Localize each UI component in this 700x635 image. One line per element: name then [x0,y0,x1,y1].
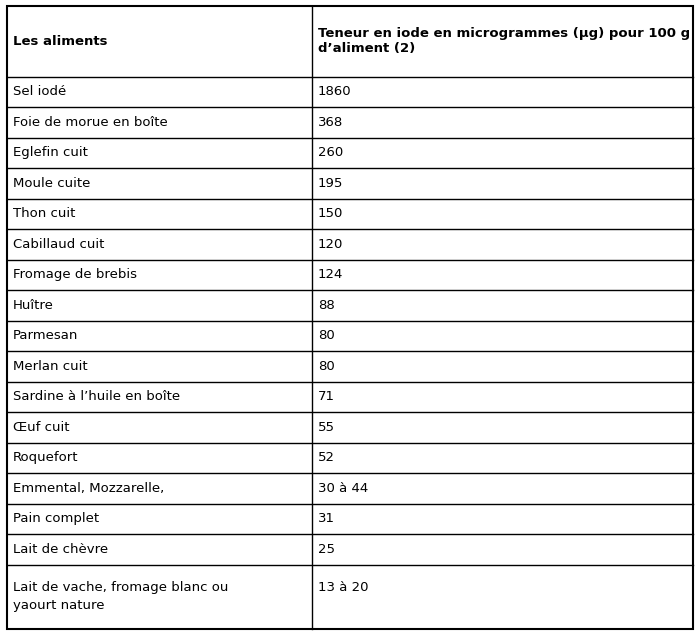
Text: 260: 260 [318,146,343,159]
Text: 25: 25 [318,543,335,556]
Text: 31: 31 [318,512,335,525]
Text: Œuf cuit: Œuf cuit [13,421,69,434]
Text: Sel iodé: Sel iodé [13,85,66,98]
Text: Les aliments: Les aliments [13,35,107,48]
Text: Teneur en iode en microgrammes (µg) pour 100 g
d’aliment (2): Teneur en iode en microgrammes (µg) pour… [318,27,690,55]
Text: 195: 195 [318,177,343,190]
Text: 13 à 20: 13 à 20 [318,581,368,594]
Text: 124: 124 [318,269,343,281]
Text: Eglefin cuit: Eglefin cuit [13,146,87,159]
Text: 368: 368 [318,116,343,129]
Text: Huître: Huître [13,299,53,312]
Text: 150: 150 [318,207,343,220]
Text: Lait de vache, fromage blanc ou: Lait de vache, fromage blanc ou [13,581,228,594]
Text: Merlan cuit: Merlan cuit [13,360,87,373]
Text: Moule cuite: Moule cuite [13,177,90,190]
Text: 71: 71 [318,391,335,403]
Text: Parmesan: Parmesan [13,330,78,342]
Text: Fromage de brebis: Fromage de brebis [13,269,137,281]
Text: 120: 120 [318,237,343,251]
Text: Pain complet: Pain complet [13,512,99,525]
Text: Roquefort: Roquefort [13,451,78,464]
Text: 80: 80 [318,330,335,342]
Text: Thon cuit: Thon cuit [13,207,75,220]
Text: 52: 52 [318,451,335,464]
Text: Cabillaud cuit: Cabillaud cuit [13,237,104,251]
Text: 30 à 44: 30 à 44 [318,482,368,495]
Text: 1860: 1860 [318,85,351,98]
Text: 88: 88 [318,299,335,312]
Text: 80: 80 [318,360,335,373]
Text: Emmental, Mozzarelle,: Emmental, Mozzarelle, [13,482,164,495]
Text: Sardine à l’huile en boîte: Sardine à l’huile en boîte [13,391,180,403]
Text: Foie de morue en boîte: Foie de morue en boîte [13,116,167,129]
Text: yaourt nature: yaourt nature [13,599,104,612]
Text: Lait de chèvre: Lait de chèvre [13,543,108,556]
Text: 55: 55 [318,421,335,434]
